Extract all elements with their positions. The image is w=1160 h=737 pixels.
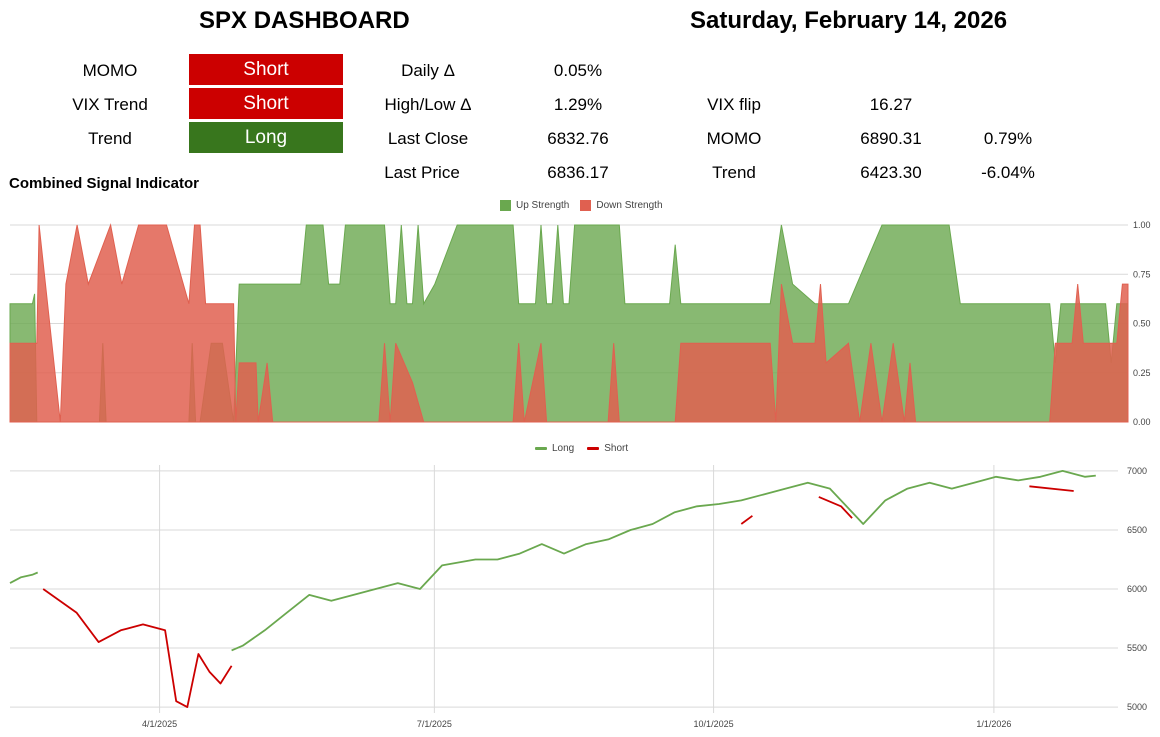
- daily-change-label: Daily Δ: [401, 61, 455, 80]
- last-price-label: Last Price: [384, 163, 460, 182]
- momo-level-label: MOMO: [706, 129, 762, 148]
- signal-y-tick-label: 0.00: [1133, 417, 1151, 427]
- page-title: SPX DASHBOARD: [199, 7, 410, 34]
- momo-signal-badge: Short: [189, 54, 343, 85]
- vix-trend-label: VIX Trend: [72, 95, 148, 114]
- price-y-tick-label: 6500: [1127, 525, 1147, 535]
- high-low-change-label: High/Low Δ: [384, 95, 472, 114]
- short-line-swatch: [587, 447, 600, 450]
- momo-label: MOMO: [82, 61, 138, 80]
- vix-flip-label: VIX flip: [707, 95, 761, 114]
- price-x-tick-label: 1/1/2026: [976, 719, 1011, 729]
- down-strength-area: [9, 223, 1129, 423]
- long-price-line: [231, 470, 1096, 652]
- legend-up-strength: Up Strength: [516, 200, 570, 211]
- last-close-label: Last Close: [387, 129, 469, 148]
- vix-trend-signal-badge: Short: [189, 88, 343, 119]
- legend-short: Short: [604, 443, 629, 454]
- spx-price-chart: 5000 5500 6000 6500 7000 4/1/2025 7/1/2025 10/1…: [9, 465, 1147, 729]
- momo-pct-value: 0.79%: [983, 129, 1033, 148]
- vix-flip-value: 16.27: [869, 95, 913, 114]
- signal-strength-chart: 0.00 0.25 0.50 0.75 1.00: [9, 220, 1151, 427]
- short-price-line: [740, 515, 753, 525]
- signal-chart-title: Combined Signal Indicator: [9, 175, 200, 192]
- price-chart-legend: Long Short: [535, 443, 628, 454]
- signal-y-tick-label: 0.50: [1133, 319, 1151, 329]
- high-low-change-value: 1.29%: [553, 95, 603, 114]
- price-y-tick-label: 6000: [1127, 584, 1147, 594]
- price-x-tick-label: 4/1/2025: [142, 719, 177, 729]
- trend-label: Trend: [88, 129, 132, 148]
- short-price-line: [818, 496, 853, 519]
- down-strength-swatch: [580, 200, 592, 211]
- signal-chart-legend: Up Strength Down Strength: [500, 200, 663, 211]
- trend-level-value: 6423.30: [860, 163, 922, 182]
- up-strength-swatch: [500, 200, 511, 211]
- price-x-tick-label: 7/1/2025: [417, 719, 452, 729]
- trend-level-label: Trend: [712, 163, 756, 182]
- long-price-line: [9, 571, 39, 584]
- price-y-tick-label: 7000: [1127, 466, 1147, 476]
- daily-change-value: 0.05%: [553, 61, 603, 80]
- short-price-line: [42, 588, 233, 708]
- trend-signal-badge: Long: [189, 122, 343, 153]
- date-title: Saturday, February 14, 2026: [690, 7, 1008, 34]
- legend-long: Long: [552, 443, 575, 454]
- legend-down-strength: Down Strength: [596, 200, 663, 211]
- price-x-tick-label: 10/1/2025: [694, 719, 734, 729]
- price-y-tick-label: 5500: [1127, 643, 1147, 653]
- trend-pct-value: -6.04%: [981, 163, 1035, 182]
- signal-y-tick-label: 1.00: [1133, 220, 1151, 230]
- last-close-value: 6832.76: [547, 129, 609, 148]
- signal-y-tick-label: 0.25: [1133, 368, 1151, 378]
- signal-y-tick-label: 0.75: [1133, 269, 1151, 279]
- short-price-line: [1029, 485, 1074, 492]
- long-line-swatch: [535, 447, 547, 450]
- momo-level-value: 6890.31: [860, 129, 922, 148]
- price-y-tick-label: 5000: [1127, 702, 1147, 712]
- last-price-value: 6836.17: [547, 163, 609, 182]
